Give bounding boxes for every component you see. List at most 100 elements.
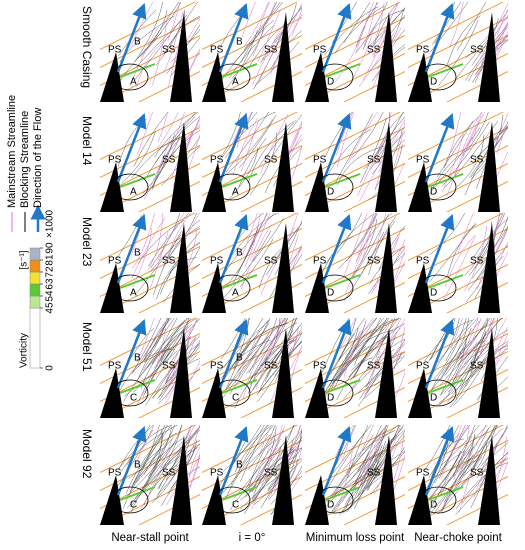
blocking-streamline (345, 449, 379, 509)
column-label: i = 0° (239, 532, 266, 544)
mainstream-streamline (367, 3, 385, 56)
region-ellipse (111, 379, 149, 407)
blocking-streamline (447, 15, 481, 65)
mainstream-streamline (373, 112, 392, 159)
mainstream-streamline (379, 425, 401, 470)
region-ellipse (213, 379, 251, 407)
mainstream-streamline (288, 445, 302, 483)
row-label: Model 23 (80, 217, 94, 267)
mainstream-streamline (449, 425, 462, 456)
orange-line (305, 425, 401, 473)
panel: PS B SS A (202, 2, 302, 102)
blocking-streamline (323, 331, 361, 395)
blocking-streamline (441, 318, 469, 375)
panel-label: PS (108, 45, 122, 56)
panel: PS B SS A (202, 213, 302, 313)
panel-label: SS (367, 45, 381, 56)
colorbar-tick-label: 72 (45, 266, 56, 278)
blade (478, 435, 500, 525)
row-label: Smooth Casing (80, 6, 94, 88)
blocking-streamline (252, 334, 292, 390)
blade (170, 328, 192, 418)
blocking-streamline (471, 425, 499, 475)
blocking-streamline (463, 425, 497, 477)
blocking-streamline (335, 113, 373, 183)
blocking-streamline (324, 432, 365, 495)
mainstream-streamline (461, 318, 482, 362)
panel: PS SS A (100, 112, 200, 212)
blocking-streamline (476, 227, 508, 280)
region-ellipse (111, 63, 149, 91)
mainstream-streamline (241, 2, 256, 37)
blocking-streamline (229, 213, 279, 259)
panel: PS B SS C (100, 318, 200, 418)
panel-label: SS (162, 361, 176, 372)
blocking-streamline (163, 340, 200, 391)
blocking-streamline (349, 219, 377, 281)
panel: PS B SS C (202, 318, 302, 418)
mainstream-streamline (241, 121, 259, 172)
flow-arrow (321, 214, 352, 284)
mainstream-streamline (136, 425, 155, 463)
blocking-streamline (337, 335, 390, 379)
mainstream-streamline (255, 330, 282, 389)
flow-arrow (321, 3, 352, 73)
panel-label: SS (162, 256, 176, 267)
blocking-streamline (455, 462, 508, 509)
panel-label: B (236, 37, 243, 48)
mainstream-streamline (258, 425, 272, 457)
blocking-streamline (471, 342, 508, 378)
blocking-streamline (156, 257, 197, 300)
mainstream-streamline (140, 439, 172, 510)
blocking-streamline (222, 425, 262, 472)
blocking-streamline (143, 318, 197, 371)
orange-line (100, 213, 196, 261)
blocking-streamline (453, 427, 489, 493)
colorbar-multiplier: ×1000 (45, 209, 56, 238)
blocking-streamline (353, 444, 383, 510)
mainstream-streamline (468, 425, 487, 459)
colorbar-tick-label: 0 (45, 365, 56, 371)
blocking-streamline (439, 360, 486, 403)
blocking-streamline (126, 425, 178, 466)
blade (375, 223, 397, 313)
blocking-streamline (256, 430, 302, 488)
blocking-streamline (455, 332, 487, 400)
blocking-streamline (472, 218, 508, 260)
blocking-streamline (143, 318, 169, 361)
panel-label: D (430, 288, 437, 299)
blocking-streamline (432, 458, 472, 504)
mainstream-streamline (258, 9, 281, 62)
blocking-streamline (223, 318, 251, 369)
green-band (427, 274, 464, 289)
blocking-streamline (368, 8, 405, 48)
blocking-streamline (334, 452, 384, 496)
panel-label: PS (313, 45, 327, 56)
blade (272, 435, 294, 525)
blocking-streamline (131, 425, 160, 488)
blocking-streamline (477, 442, 508, 476)
blocking-streamline (156, 116, 196, 174)
blocking-streamline (259, 330, 302, 392)
mainstream-streamline (441, 425, 469, 478)
blade (170, 122, 192, 212)
mainstream-streamline (144, 318, 169, 357)
blocking-streamline (371, 44, 405, 82)
blocking-streamline (336, 213, 363, 254)
mainstream-streamline (361, 213, 378, 263)
blocking-streamline (137, 220, 185, 264)
orange-line (100, 112, 196, 160)
blocking-streamline (151, 137, 183, 189)
region-ellipse (316, 274, 354, 302)
blocking-streamline (457, 318, 495, 366)
blocking-streamline (158, 443, 200, 489)
mainstream-streamline (182, 213, 200, 245)
mainstream-streamline (337, 445, 354, 507)
mainstream-streamline (496, 21, 508, 51)
mainstream-streamline (336, 112, 355, 168)
blocking-streamline (331, 327, 359, 385)
blocking-streamline (444, 460, 477, 503)
blocking-streamline (247, 425, 276, 471)
blocking-streamline (354, 318, 382, 360)
